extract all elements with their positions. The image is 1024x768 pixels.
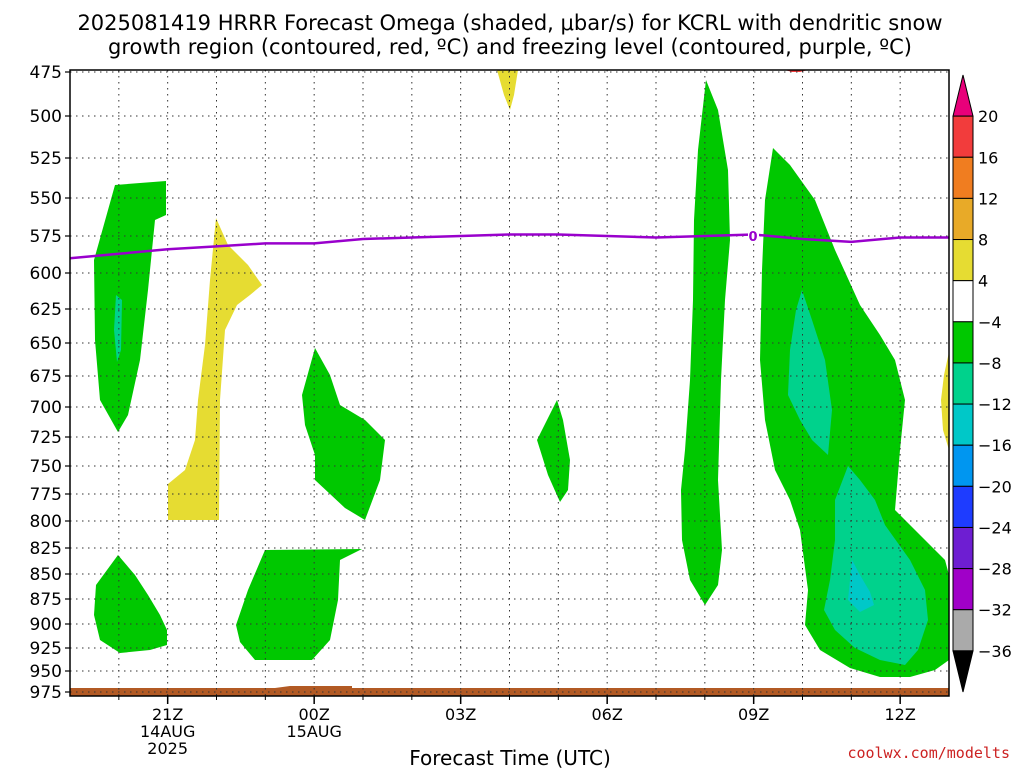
- omega-region-yellow-1: [168, 218, 262, 520]
- x-tick-label: 12Z: [885, 705, 916, 724]
- colorbar-label: −20: [978, 477, 1012, 496]
- omega-region-teal-3: [824, 466, 928, 665]
- omega-region-green-2: [302, 348, 385, 520]
- colorbar-label: −16: [978, 436, 1012, 455]
- x-tick-sublabel: 14AUG: [140, 722, 195, 741]
- x-tick-year: 2025: [147, 739, 188, 758]
- x-tick-label: 00Z: [299, 705, 330, 724]
- colorbar-bottom-arrow: [952, 650, 974, 693]
- colorbar-swatch: [952, 321, 974, 364]
- y-tick-label: 975: [30, 683, 62, 703]
- colorbar-swatch: [952, 403, 974, 446]
- colorbar-label: −28: [978, 560, 1012, 579]
- omega-region-green-6: [681, 80, 730, 605]
- y-tick-label: 675: [30, 367, 62, 387]
- omega-region-teal-1: [114, 295, 122, 362]
- colorbar: 20 16 12 8 4 −4 −8 −12 −16 −20 −24 −28 −32 −36: [952, 74, 1012, 693]
- omega-shading: [70, 70, 949, 696]
- freezing-level-label-bg: [748, 229, 759, 243]
- colorbar-label: 12: [978, 189, 998, 208]
- freezing-level-label: 0: [748, 230, 757, 245]
- colorbar-label: 16: [978, 148, 998, 167]
- ground-bump: [275, 686, 352, 688]
- y-tick-label: 750: [30, 457, 62, 477]
- y-tick-label: 700: [30, 398, 62, 418]
- colorbar-swatch: [952, 280, 974, 323]
- y-tick-label: 550: [30, 189, 62, 209]
- omega-region-green-4: [94, 555, 167, 653]
- x-tick-label: 06Z: [592, 705, 623, 724]
- colorbar-swatch: [952, 485, 974, 528]
- ground-band: [70, 688, 949, 696]
- colorbar-top-arrow: [952, 74, 974, 117]
- x-tick-sublabel: 15AUG: [286, 722, 341, 741]
- y-tick-label: 775: [30, 485, 62, 505]
- colorbar-swatch: [952, 444, 974, 487]
- colorbar-swatch: [952, 197, 974, 241]
- omega-region-green-5: [537, 400, 570, 502]
- y-tick-label: 850: [30, 565, 62, 585]
- y-tick-label: 625: [30, 300, 62, 320]
- y-tick-label: 650: [30, 334, 62, 354]
- x-axis-label: Forecast Time (UTC): [409, 746, 611, 768]
- colorbar-swatch: [952, 526, 974, 570]
- omega-region-green-3: [236, 549, 362, 660]
- y-axis: 475 500 525 550 575 600 625 650 675 700 725 750 775 8…: [30, 63, 70, 703]
- colorbar-label: 8: [978, 231, 988, 250]
- y-tick-label: 800: [30, 512, 62, 532]
- omega-region-cyan-1: [848, 560, 874, 612]
- omega-region-teal-2: [788, 290, 832, 455]
- colorbar-label: −32: [978, 601, 1012, 620]
- chart-title-line2: growth region (contoured, red, ºC) and f…: [108, 35, 912, 59]
- colorbar-swatch: [952, 568, 974, 611]
- colorbar-swatch: [952, 115, 974, 158]
- watermark: coolwx.com/modelts: [847, 744, 1010, 762]
- chart-title-line1: 2025081419 HRRR Forecast Omega (shaded, …: [77, 11, 942, 35]
- x-tick-label: 03Z: [445, 705, 476, 724]
- colorbar-label: −12: [978, 395, 1012, 414]
- colorbar-swatch: [952, 609, 974, 652]
- y-tick-label: 475: [30, 63, 62, 83]
- colorbar-swatch: [952, 239, 974, 282]
- y-tick-label: 600: [30, 264, 62, 284]
- x-tick-label: 21Z: [152, 705, 183, 724]
- x-tick-label: 09Z: [738, 705, 769, 724]
- y-tick-label: 525: [30, 149, 62, 169]
- grid-lines: [70, 70, 949, 696]
- omega-region-green-7: [760, 148, 949, 677]
- colorbar-label: −8: [978, 354, 1002, 373]
- colorbar-label: −24: [978, 518, 1012, 537]
- colorbar-label: 20: [978, 107, 998, 126]
- colorbar-swatch: [952, 362, 974, 405]
- y-tick-label: 875: [30, 590, 62, 610]
- omega-region-yellow-2: [497, 70, 518, 110]
- y-tick-label: 725: [30, 428, 62, 448]
- colorbar-label: −4: [978, 313, 1002, 332]
- y-tick-label: 500: [30, 107, 62, 127]
- y-tick-label: 900: [30, 615, 62, 635]
- colorbar-label: 4: [978, 272, 988, 291]
- y-tick-label: 950: [30, 662, 62, 682]
- colorbar-label: −36: [978, 642, 1012, 661]
- y-tick-label: 925: [30, 639, 62, 659]
- freezing-level-line: [69, 233, 949, 260]
- y-tick-label: 825: [30, 539, 62, 559]
- omega-region-green-1: [94, 181, 166, 432]
- colorbar-swatch: [952, 156, 974, 199]
- y-tick-label: 575: [30, 227, 62, 247]
